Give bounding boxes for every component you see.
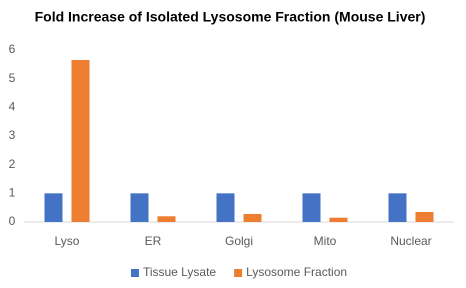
bar: [44, 193, 63, 222]
y-tick-label: 2: [9, 157, 16, 171]
x-tick-label: ER: [145, 234, 162, 248]
legend-label: Tissue Lysate: [143, 265, 216, 279]
bar: [415, 211, 434, 222]
bar: [71, 60, 90, 223]
legend-label: Lysosome Fraction: [246, 265, 347, 279]
x-tick-label: Lyso: [55, 234, 80, 248]
bar: [302, 193, 321, 222]
y-tick-label: 6: [9, 42, 16, 56]
chart-title: Fold Increase of Isolated Lysosome Fract…: [35, 9, 426, 25]
bar: [329, 217, 348, 222]
x-tick-label: Golgi: [225, 234, 253, 248]
bar: [130, 193, 149, 222]
x-tick-label: Nuclear: [390, 234, 431, 248]
bar: [388, 193, 407, 222]
y-tick-label: 5: [9, 71, 16, 85]
bar: [216, 193, 235, 222]
y-tick-label: 4: [9, 100, 16, 114]
x-tick-label: Mito: [314, 234, 337, 248]
bar: [157, 216, 176, 222]
legend-swatch: [234, 269, 243, 277]
y-tick-label: 3: [9, 128, 16, 142]
bar: [243, 213, 262, 222]
y-tick-label: 0: [9, 214, 16, 228]
y-tick-label: 1: [9, 186, 16, 200]
legend-swatch: [130, 269, 139, 277]
